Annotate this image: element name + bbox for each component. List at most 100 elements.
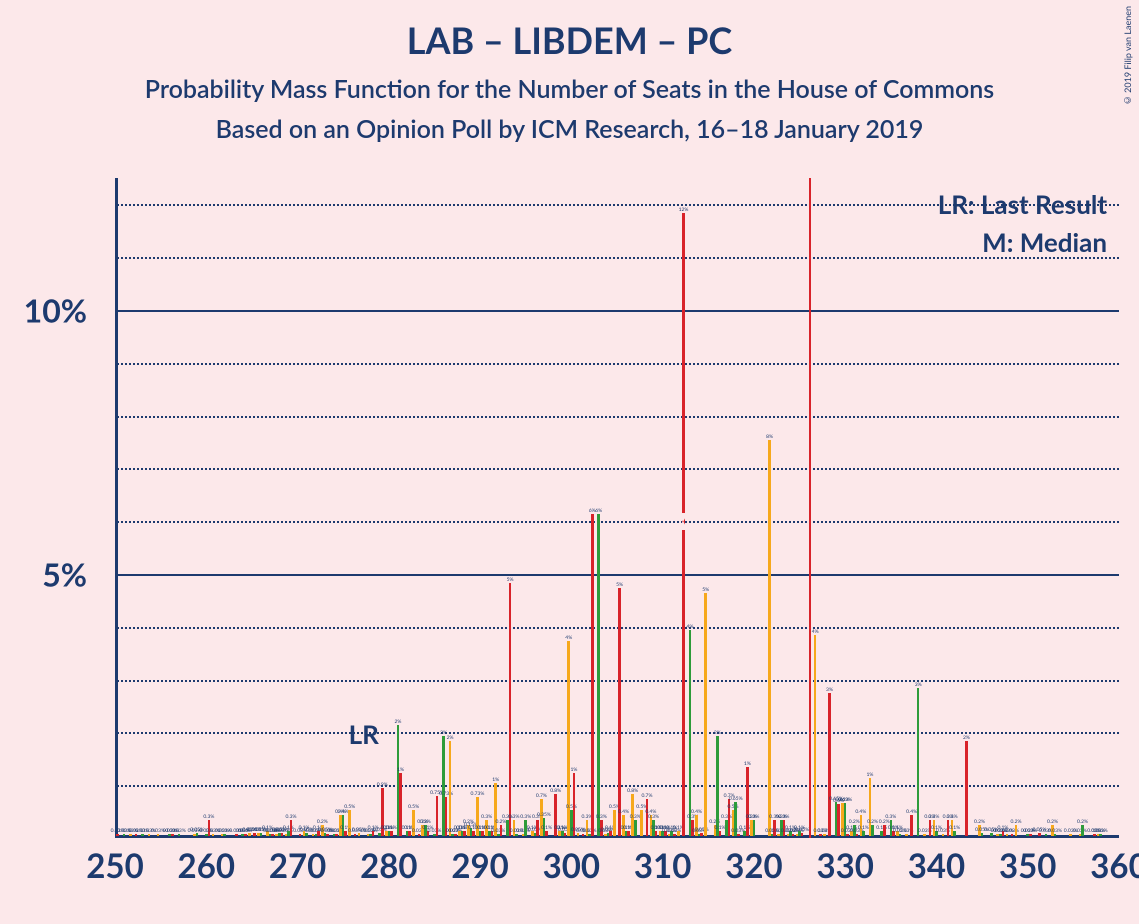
bar-orange (905, 834, 908, 836)
bar-value-label: 4% (565, 635, 572, 641)
bar-orange (358, 833, 361, 836)
bar-value-label: 1% (570, 767, 577, 773)
bar-value-label: 1% (866, 772, 873, 778)
x-tick-label: 250 (86, 846, 143, 886)
bar-value-label: 0.3% (778, 814, 789, 820)
bar-orange (823, 834, 826, 836)
bar-value-label: 4% (812, 629, 819, 635)
bar-value-label: 0.03% (1048, 828, 1062, 834)
bar-red (436, 796, 439, 836)
bar-value-label: 2% (963, 735, 970, 741)
bar-value-label: 2% (714, 730, 721, 736)
bar-green (597, 514, 600, 836)
bar-value-label: 5% (702, 587, 709, 593)
x-tick-label: 330 (816, 846, 873, 886)
bar-value-label: 0.7% (536, 793, 547, 799)
bar-red (801, 833, 804, 836)
bar-green (1099, 834, 1102, 836)
bar-red (883, 825, 886, 836)
bar-green (196, 833, 199, 836)
bar-red (819, 834, 822, 836)
bar-value-label: 4% (687, 624, 694, 630)
bar-value-label: 0.2% (495, 819, 506, 825)
bar-value-label: 0.2% (974, 819, 985, 825)
bar-value-label: 0.3% (928, 814, 939, 820)
bar-red (354, 834, 357, 836)
bar-red (545, 831, 548, 836)
chart-subtitle-1: Probability Mass Function for the Number… (0, 74, 1139, 104)
chart-title: LAB – LIBDEM – PC (0, 0, 1139, 62)
bar-value-label: 5% (616, 582, 623, 588)
bar-value-label: 0.2% (1077, 819, 1088, 825)
bar-value-label: 0.5% (344, 804, 355, 810)
bar-value-label: 0.03% (583, 828, 597, 834)
bar-red (564, 833, 567, 836)
bar-value-label: 0.3% (596, 814, 607, 820)
bar-orange (942, 834, 945, 836)
lr-marker: LR (349, 718, 379, 750)
bar-value-label: 2% (394, 719, 401, 725)
bar-red (673, 834, 676, 836)
bar-red (299, 834, 302, 836)
bar-value-label: 0.2% (1011, 819, 1022, 825)
bar-value-label: 0.2% (1047, 819, 1058, 825)
bar-red (700, 833, 703, 836)
bar-red (290, 820, 293, 836)
bar-green (1054, 834, 1057, 836)
bar-red (271, 834, 274, 836)
bar-value-label: 0.4% (855, 809, 866, 815)
bar-red (253, 833, 256, 836)
bar-red (582, 834, 585, 836)
bar-red (737, 834, 740, 836)
bar-orange (157, 834, 160, 836)
bar-value-label: 0.03% (1094, 828, 1108, 834)
bar-value-label: 0.3% (885, 814, 896, 820)
bar-value-label: 6% (595, 508, 602, 514)
bar-red (910, 815, 913, 836)
bar-value-label: 1% (397, 767, 404, 773)
bar-red (837, 804, 840, 836)
y-tick-label: 10% (24, 291, 87, 330)
bar-red (463, 831, 466, 836)
gridline-minor (117, 204, 1119, 206)
bar-value-label: 0.03% (172, 828, 186, 834)
gridline-minor (117, 468, 1119, 470)
median-notch-down (678, 513, 688, 522)
bar-red (135, 834, 138, 836)
x-tick-label: 340 (908, 846, 965, 886)
median-line (809, 178, 811, 838)
bar-red (335, 834, 338, 836)
bar-orange (148, 834, 151, 836)
bar-red (418, 834, 421, 836)
bar-red (408, 831, 411, 836)
chart-subtitle-2: Based on an Opinion Poll by ICM Research… (0, 114, 1139, 144)
bar-value-label: 0.03% (491, 828, 505, 834)
bar-green (953, 831, 956, 836)
bar-orange (248, 833, 251, 836)
bar-green (981, 833, 984, 836)
bar-orange (640, 810, 643, 836)
x-tick-label: 360 (1090, 846, 1139, 886)
legend: LR: Last Result M: Median (938, 188, 1107, 264)
bar-value-label: 0.03% (1073, 828, 1087, 834)
bar-value-label: 3% (915, 682, 922, 688)
bar-value-label: 0.3% (509, 814, 520, 820)
bar-red (244, 834, 247, 836)
bar-orange (613, 810, 616, 836)
bar-red (344, 831, 347, 836)
bar-green (123, 834, 126, 836)
bar-red (655, 831, 658, 836)
x-tick-label: 270 (269, 846, 326, 886)
bar-red (509, 583, 512, 836)
bar-green (689, 630, 692, 836)
bar-green (871, 825, 874, 836)
x-tick-label: 350 (999, 846, 1056, 886)
bar-red (591, 514, 594, 836)
bar-value-label: 3% (826, 687, 833, 693)
bar-value-label: 0.4% (338, 809, 349, 815)
bar-green (862, 831, 865, 836)
bar-red (828, 693, 831, 836)
bar-red (746, 767, 749, 836)
bar-value-label: 0.3% (203, 814, 214, 820)
bar-value-label: 0.1% (858, 825, 869, 831)
